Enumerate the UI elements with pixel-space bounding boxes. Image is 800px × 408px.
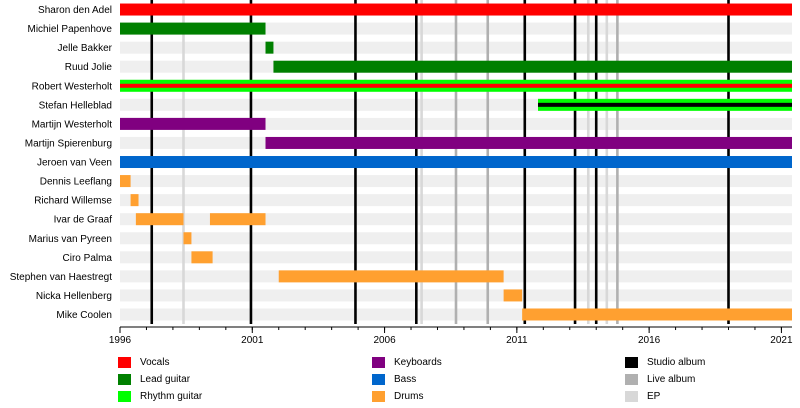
legend-swatch: [372, 390, 385, 402]
member-name: Jeroen van Veen: [37, 158, 112, 169]
member-name: Martijn Westerholt: [32, 119, 113, 130]
legend-label: Keyboards: [394, 356, 442, 368]
member-name: Martijn Spierenburg: [25, 138, 112, 149]
x-tick-label: 2001: [241, 335, 264, 346]
member-name: Ivar de Graaf: [54, 215, 113, 226]
member-bar: [130, 194, 139, 207]
legend-item: Lead guitar: [118, 373, 190, 385]
timeline-chart: Sharon den Adel Michiel Papenhove Jelle Ba…: [10, 0, 793, 346]
member-name: Dennis Leeflang: [40, 177, 112, 188]
legend-item: Live album: [625, 373, 695, 385]
legend-item: Keyboards: [372, 356, 442, 368]
member-name: Nicka Hellenberg: [36, 291, 112, 302]
member-name: Richard Willemse: [34, 196, 112, 207]
x-tick-label: 1996: [109, 335, 132, 346]
member-bar: [191, 251, 213, 264]
legend-item: Bass: [372, 373, 416, 385]
member-name: Robert Westerholt: [32, 81, 113, 92]
legend-label: Lead guitar: [140, 373, 191, 385]
member-bar: [120, 3, 792, 16]
member-bar: [120, 175, 131, 188]
member-name: Ruud Jolie: [65, 62, 113, 73]
legend-swatch: [118, 373, 131, 385]
member-bar: [278, 270, 504, 283]
member-bar: [120, 22, 266, 35]
legend-item: Drums: [372, 390, 423, 402]
legend-item: EP: [625, 390, 660, 402]
member-bar-secondary: [120, 83, 792, 88]
legend-swatch: [372, 373, 385, 385]
member-name: Jelle Bakker: [58, 43, 113, 54]
x-tick-label: 2011: [506, 335, 528, 346]
member-name: Ciro Palma: [63, 253, 113, 264]
x-axis: 1996 2001 2006 2011 2016 2021: [109, 326, 793, 346]
member-bar: [522, 308, 792, 321]
legend-label: Rhythm guitar: [140, 390, 203, 402]
member-bar: [183, 232, 192, 245]
member-bar: [135, 213, 184, 226]
legend-label: Live album: [647, 373, 696, 385]
legend-item: Vocals: [118, 356, 169, 368]
member-bars: [120, 3, 792, 321]
member-name: Mike Coolen: [56, 310, 112, 321]
member-bar: [265, 41, 274, 54]
member-name: Stephen van Haestregt: [10, 272, 113, 283]
legend-swatch: [118, 390, 131, 402]
member-name: Marius van Pyreen: [29, 234, 112, 245]
legend-swatch: [118, 356, 131, 368]
legend-label: Drums: [394, 390, 424, 402]
member-bar: [120, 156, 792, 169]
member-bar: [265, 136, 792, 149]
legend-label: Bass: [394, 373, 417, 385]
member-labels: Sharon den Adel Michiel Papenhove Jelle Ba…: [10, 5, 113, 321]
member-bar: [120, 117, 266, 130]
x-tick-label: 2006: [373, 335, 396, 346]
legend-item: Studio album: [625, 356, 705, 368]
member-bar: [209, 213, 266, 226]
member-name: Michiel Papenhove: [28, 24, 113, 35]
member-name: Stefan Helleblad: [39, 100, 112, 111]
member-bar: [503, 289, 523, 302]
x-tick-label: 2021: [770, 335, 793, 346]
legend-swatch: [625, 390, 638, 402]
legend-label: EP: [647, 390, 661, 402]
legend-item: Rhythm guitar: [118, 390, 202, 402]
member-bar-secondary: [538, 102, 792, 107]
legend-label: Studio album: [647, 356, 706, 368]
legend-swatch: [625, 356, 638, 368]
legend-label: Vocals: [140, 356, 170, 368]
member-name: Sharon den Adel: [38, 5, 112, 16]
legend-swatch: [625, 373, 638, 385]
member-bar: [273, 60, 792, 73]
x-tick-label: 2016: [638, 335, 661, 346]
legend-swatch: [372, 356, 385, 368]
